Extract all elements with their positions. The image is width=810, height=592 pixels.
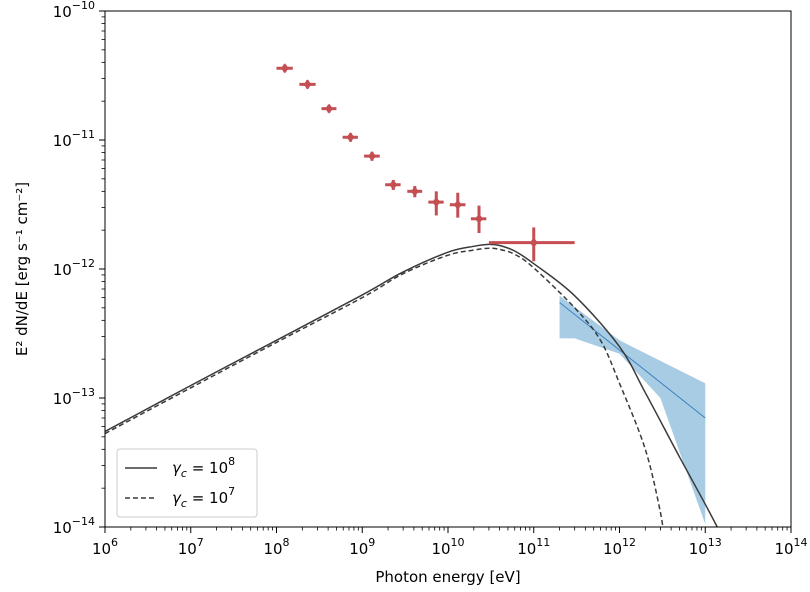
x-tick-label: 1011 bbox=[517, 536, 550, 558]
data-point bbox=[321, 103, 337, 114]
y-axis-ticks: 10−14 10−13 10−12 10−11 10−10 bbox=[53, 0, 105, 537]
legend-entry-1: γc = 108 bbox=[125, 455, 235, 480]
point-marker bbox=[303, 79, 312, 90]
data-point bbox=[407, 185, 423, 198]
data-point bbox=[385, 179, 401, 190]
point-marker bbox=[410, 186, 419, 197]
y-tick-label: 10−12 bbox=[53, 257, 95, 279]
legend-entry-2: γc = 107 bbox=[125, 485, 235, 510]
x-tick-label: 1010 bbox=[431, 536, 464, 558]
data-point bbox=[428, 191, 444, 216]
point-marker bbox=[389, 179, 398, 190]
data-point bbox=[299, 79, 316, 90]
point-marker bbox=[325, 103, 334, 114]
data-point bbox=[470, 205, 487, 234]
series-line-1 bbox=[105, 243, 719, 527]
x-tick-label: 109 bbox=[349, 536, 375, 558]
x-tick-label: 1014 bbox=[774, 536, 807, 558]
point-marker bbox=[453, 199, 462, 210]
point-marker bbox=[432, 197, 441, 208]
x-tick-label: 1013 bbox=[689, 536, 722, 558]
x-tick-label: 106 bbox=[92, 536, 118, 558]
data-point bbox=[364, 151, 380, 162]
point-marker bbox=[280, 63, 289, 74]
legend-label: γc = 108 bbox=[172, 455, 235, 480]
point-marker bbox=[475, 213, 484, 224]
data-point bbox=[449, 192, 466, 218]
y-tick-label: 10−11 bbox=[53, 128, 95, 150]
data-point bbox=[488, 227, 575, 262]
uncertainty-band bbox=[559, 295, 706, 525]
legend-label: γc = 107 bbox=[172, 485, 235, 510]
data-point bbox=[342, 132, 358, 143]
x-axis-label: Photon energy [eV] bbox=[375, 568, 520, 586]
y-axis-label: E² dN/dE [erg s⁻¹ cm⁻²] bbox=[13, 182, 31, 356]
x-tick-label: 108 bbox=[263, 536, 289, 558]
x-axis-ticks: 106 107 108 109 1010 1011 1012 1013 1014 bbox=[92, 527, 808, 558]
point-marker bbox=[368, 151, 377, 162]
data-point bbox=[276, 63, 293, 74]
x-tick-label: 107 bbox=[178, 536, 204, 558]
point-marker bbox=[346, 132, 355, 143]
legend-box bbox=[116, 448, 258, 518]
model-curves bbox=[105, 243, 719, 527]
y-tick-label: 10−10 bbox=[53, 0, 95, 21]
x-tick-label: 1012 bbox=[603, 536, 636, 558]
y-tick-label: 10−14 bbox=[53, 515, 95, 537]
data-points bbox=[276, 63, 575, 262]
band-center-line bbox=[559, 302, 706, 419]
legend: γc = 108 γc = 107 bbox=[116, 448, 258, 518]
band-fill bbox=[559, 295, 706, 525]
series-line-2 bbox=[105, 247, 664, 527]
point-marker bbox=[529, 237, 538, 248]
y-tick-label: 10−13 bbox=[53, 386, 95, 408]
